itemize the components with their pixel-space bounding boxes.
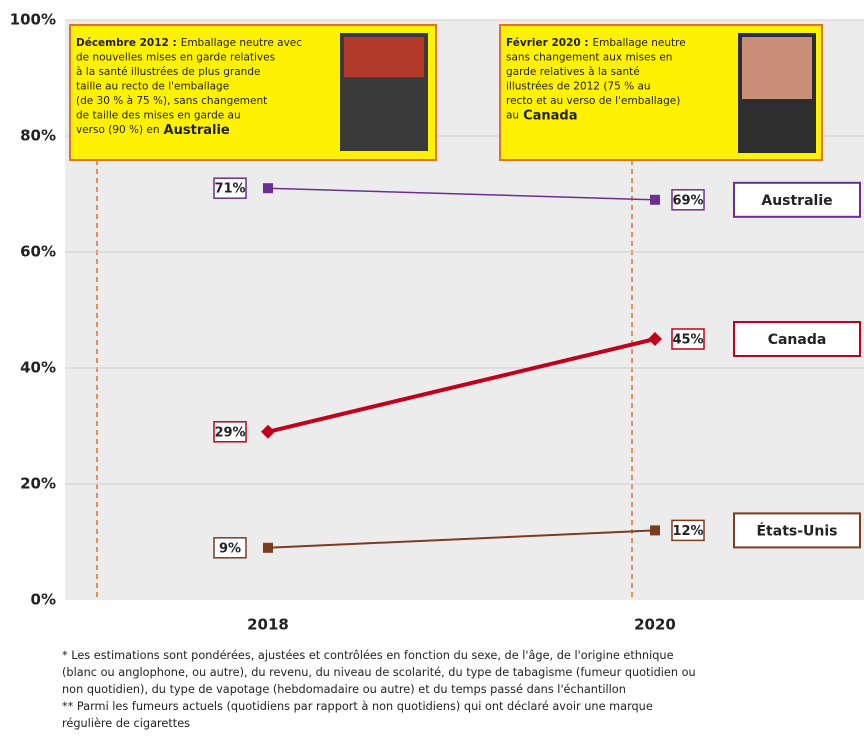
marker bbox=[648, 332, 662, 346]
annotation-text: de taille des mises en garde au bbox=[76, 110, 241, 122]
annotation-line: au bbox=[506, 110, 519, 122]
footnote: non quotidien), du type de vapotage (heb… bbox=[62, 683, 626, 696]
value-label-box bbox=[213, 537, 247, 559]
marker bbox=[263, 542, 273, 553]
annotation-text: garde relatives à la santé bbox=[506, 66, 640, 78]
annotation-text: Décembre 2012 : Emballage neutre avec bbox=[76, 37, 302, 49]
annotation-country: Canada bbox=[523, 108, 577, 123]
marker bbox=[650, 194, 660, 205]
marker bbox=[650, 525, 660, 536]
pack-image-picture bbox=[344, 37, 424, 77]
legend-box bbox=[733, 512, 861, 549]
value-label-box bbox=[213, 421, 247, 443]
annotation-date: Décembre 2012 : bbox=[76, 37, 177, 49]
footnote: ** Parmi les fumeurs actuels (quotidiens… bbox=[62, 700, 653, 713]
annotation-line: de nouvelles mises en garde relatives bbox=[76, 52, 275, 64]
annotation-text: taille au recto de l'emballage bbox=[76, 81, 229, 93]
marker bbox=[261, 424, 275, 439]
y-tick-label: 0% bbox=[31, 591, 56, 609]
annotation-line: (de 30 % à 75 %), sans changement bbox=[76, 95, 267, 107]
footnote: * Les estimations sont pondérées, ajusté… bbox=[62, 649, 674, 662]
y-tick-label: 100% bbox=[10, 11, 56, 29]
x-tick-label: 2018 bbox=[247, 616, 289, 634]
series-line bbox=[267, 187, 656, 201]
value-label-box bbox=[213, 177, 247, 199]
annotation-date: Février 2020 : bbox=[506, 37, 589, 49]
y-tick-label: 20% bbox=[20, 475, 56, 493]
legend-label: Australie bbox=[761, 193, 832, 209]
value-label: 29% bbox=[214, 425, 245, 440]
annotation-line: Emballage neutre avec bbox=[181, 37, 303, 49]
annotation-text: de nouvelles mises en garde relatives bbox=[76, 52, 275, 64]
annotation-text: Février 2020 : Emballage neutre bbox=[506, 37, 686, 49]
annotation-line: Emballage neutre bbox=[593, 37, 686, 49]
annotation-line: sans changement aux mises en bbox=[506, 52, 672, 64]
value-label-box bbox=[671, 189, 705, 211]
annotation-line: de taille des mises en garde au bbox=[76, 110, 241, 122]
value-label: 69% bbox=[672, 193, 703, 208]
y-tick-label: 40% bbox=[20, 359, 56, 377]
x-tick-label: 2020 bbox=[634, 616, 676, 634]
legend-box bbox=[733, 181, 861, 218]
marker bbox=[263, 183, 273, 194]
value-label: 71% bbox=[214, 182, 245, 197]
annotation-line: taille au recto de l'emballage bbox=[76, 81, 229, 93]
legend-label: Canada bbox=[768, 332, 827, 348]
pack-image-picture bbox=[742, 37, 812, 99]
annotation-line: verso (90 %) en bbox=[76, 124, 160, 136]
annotation-text: recto et au verso de l'emballage) bbox=[506, 95, 680, 107]
value-label: 9% bbox=[219, 541, 241, 556]
annotation-text: verso (90 %) en Australie bbox=[76, 123, 230, 138]
value-label: 45% bbox=[672, 333, 703, 348]
annotation-text: sans changement aux mises en bbox=[506, 52, 672, 64]
legend-box bbox=[733, 321, 861, 357]
y-tick-label: 80% bbox=[20, 127, 56, 145]
value-label-box bbox=[671, 328, 705, 350]
footnote: (blanc ou anglophone, ou autre), du reve… bbox=[62, 666, 696, 679]
legend-label: États-Unis bbox=[756, 522, 837, 539]
annotation-text: (de 30 % à 75 %), sans changement bbox=[76, 95, 267, 107]
annotation-text: illustrées de 2012 (75 % au bbox=[506, 81, 651, 93]
annotation-country: Australie bbox=[164, 123, 230, 138]
annotation-text: au Canada bbox=[506, 108, 578, 123]
y-tick-label: 60% bbox=[20, 243, 56, 261]
footnote: régulière de cigarettes bbox=[62, 717, 190, 730]
value-label-box bbox=[671, 519, 705, 542]
annotation-line: recto et au verso de l'emballage) bbox=[506, 95, 680, 107]
annotation-line: à la santé illustrées de plus grande bbox=[76, 66, 260, 78]
series-line bbox=[267, 529, 656, 549]
annotation-line: illustrées de 2012 (75 % au bbox=[506, 81, 651, 93]
value-label: 12% bbox=[672, 524, 703, 539]
series-line bbox=[267, 337, 656, 434]
annotation-line: garde relatives à la santé bbox=[506, 66, 640, 78]
annotation-text: à la santé illustrées de plus grande bbox=[76, 66, 260, 78]
